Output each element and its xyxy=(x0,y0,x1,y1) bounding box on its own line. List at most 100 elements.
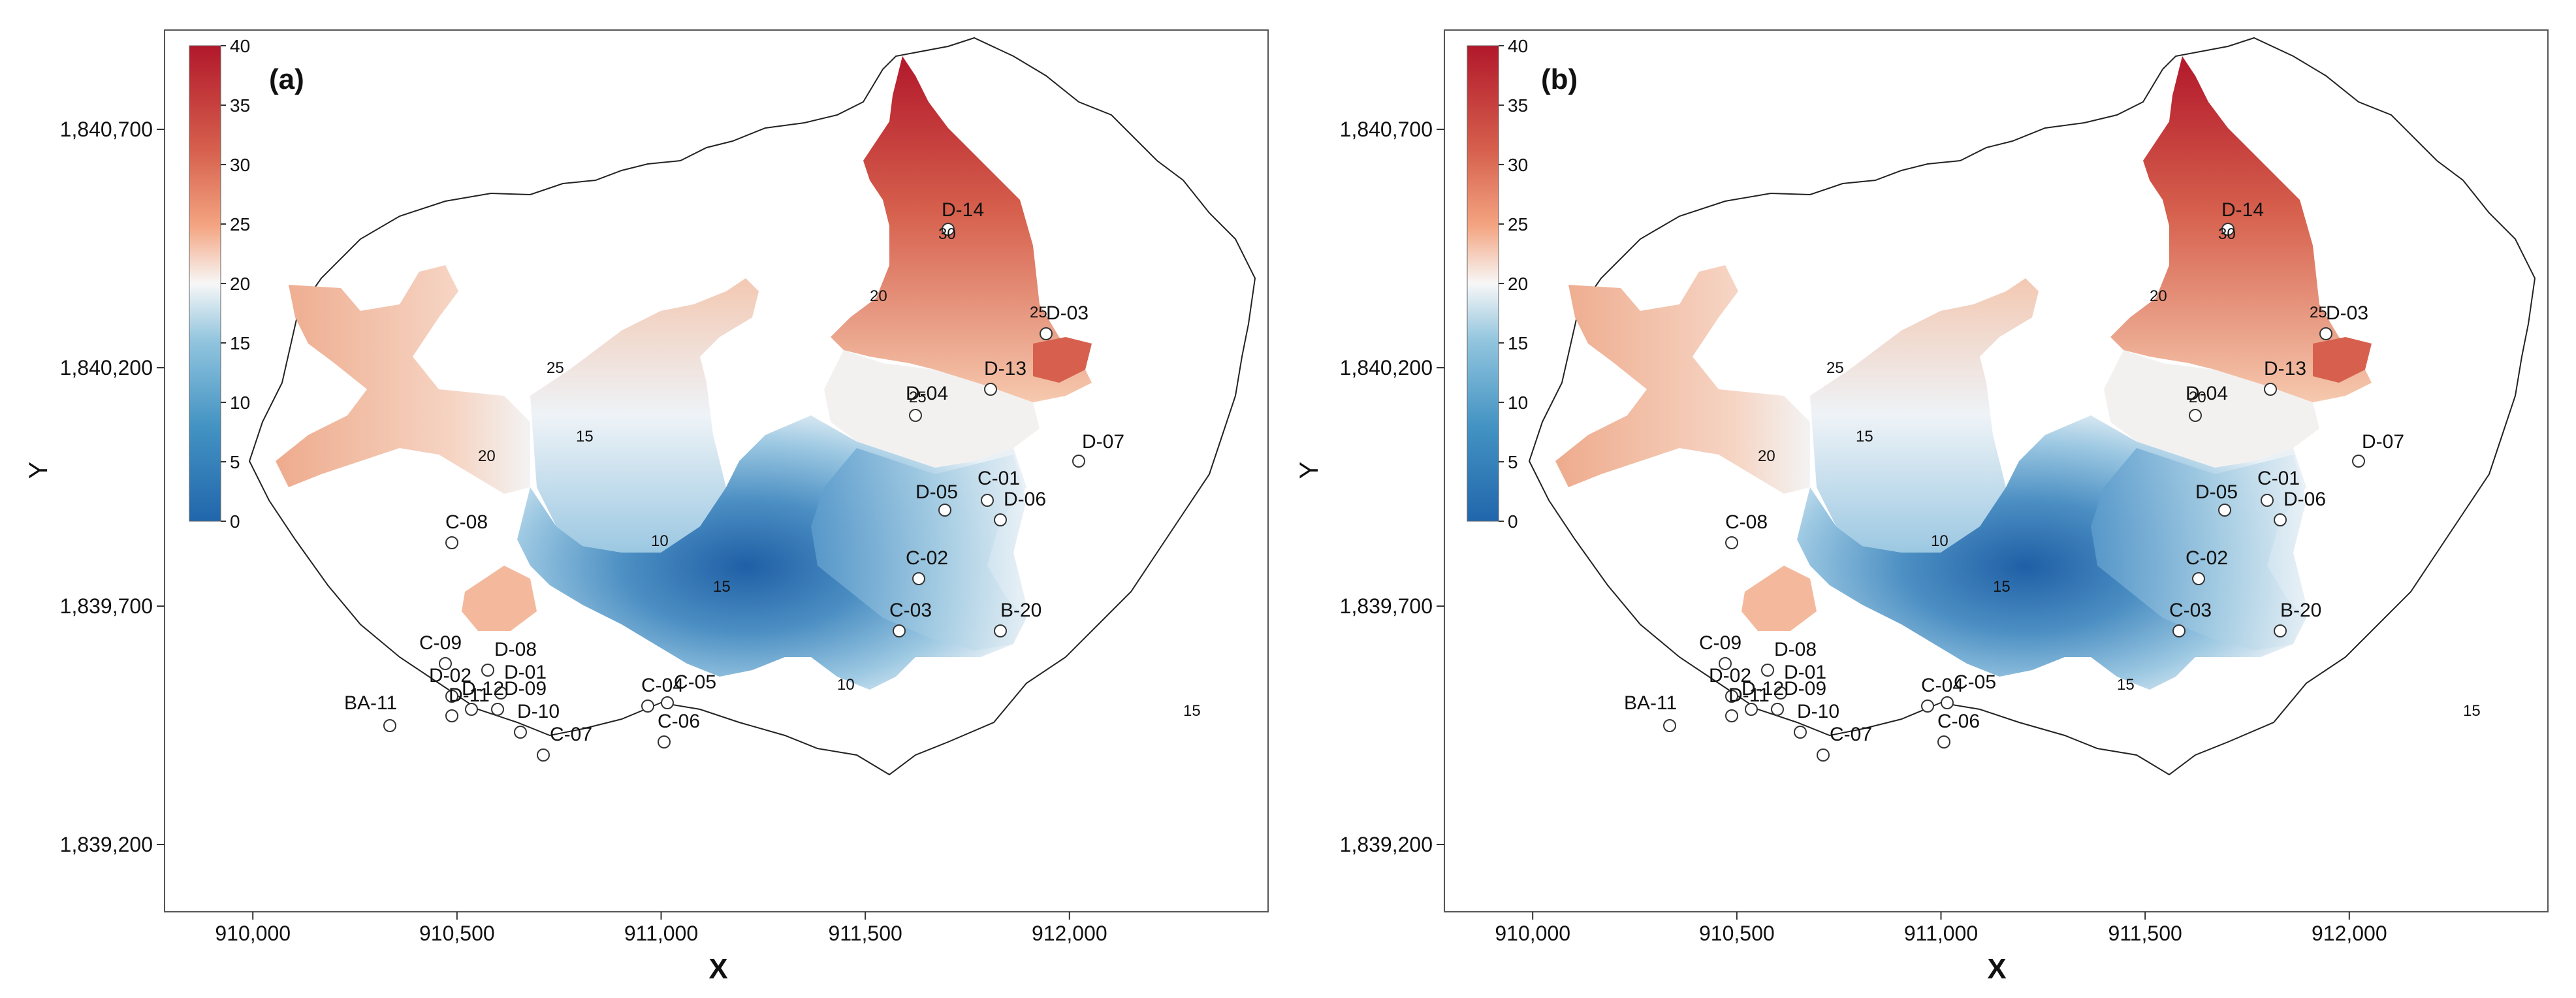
well-label: D-10 xyxy=(1797,701,1839,722)
well-marker xyxy=(641,700,654,713)
well-marker xyxy=(2172,624,2186,637)
well-label: C-01 xyxy=(2257,468,2300,489)
well-marker xyxy=(1941,696,1954,709)
well-marker xyxy=(1774,686,1787,700)
well-label: D-04 xyxy=(906,383,948,404)
panel-label: (b) xyxy=(1541,63,1578,95)
well-marker xyxy=(1663,719,1676,732)
well-marker xyxy=(2189,409,2202,422)
panel-b-axes: 910,000 910,500 911,000 911,500 912,000 1,84… xyxy=(1295,118,2387,985)
well-label: C-07 xyxy=(550,724,592,745)
x-tick-label: 911,000 xyxy=(1904,922,1978,945)
well-marker xyxy=(1725,690,1738,703)
y-tick-label: 1,839,700 xyxy=(1340,594,1433,618)
colorbar-ticks: 40 35 30 25 20 15 10 5 0 xyxy=(1499,36,1528,532)
colorbar-tick-label: 15 xyxy=(230,333,250,353)
well-label: C-04 xyxy=(1921,675,1964,696)
well-markers: D-14 D-03 D-13 D-04 D-07 D-05 C-01D-06 C-02 C-08… xyxy=(344,199,1124,762)
well-label: BA-11 xyxy=(1624,692,1677,714)
well-marker xyxy=(491,703,504,716)
well-label: BA-11 xyxy=(344,692,397,714)
well-marker xyxy=(2352,455,2365,468)
x-tick-label: 911,000 xyxy=(624,922,698,945)
well-marker xyxy=(445,690,458,703)
y-tick-label: 1,840,200 xyxy=(1340,356,1433,379)
well-marker xyxy=(2192,572,2205,585)
well-label: C-05 xyxy=(674,671,716,693)
contour-label: 15 xyxy=(1183,702,1201,720)
well-label: D-12 xyxy=(1741,678,1784,700)
contour-label: 15 xyxy=(713,578,731,596)
colorbar xyxy=(1467,45,1499,522)
well-marker xyxy=(909,409,922,422)
y-tick-label: 1,839,200 xyxy=(60,833,153,856)
contour-labels: 30 25 25 20 20 15 15 10 15 15 20 xyxy=(1758,225,2481,720)
well-marker xyxy=(994,624,1007,637)
colorbar-tick-label: 35 xyxy=(230,95,250,116)
well-marker xyxy=(984,383,997,396)
y-tick-label: 1,840,700 xyxy=(1340,118,1433,141)
well-label: C-06 xyxy=(1937,711,1980,732)
well-label: D-06 xyxy=(1004,489,1046,510)
well-marker xyxy=(661,696,674,709)
contour-label: 15 xyxy=(1856,428,1873,445)
well-label: D-07 xyxy=(2362,431,2404,453)
contour-label: 15 xyxy=(2117,676,2135,694)
contour-label: 20 xyxy=(478,447,496,465)
well-label: D-08 xyxy=(1774,639,1817,660)
contour-label: 10 xyxy=(651,532,669,550)
well-label: D-10 xyxy=(517,701,560,722)
well-marker xyxy=(383,719,396,732)
well-marker xyxy=(2319,327,2332,340)
well-label: D-04 xyxy=(2186,383,2228,404)
colorbar-tick-label: 35 xyxy=(1508,95,1528,116)
colorbar-ticks: 40 35 30 25 20 15 10 5 0 xyxy=(221,36,250,532)
panel-a: D-14 D-03 D-13 D-04 D-07 D-05 C-01D-06 C-02 C-08… xyxy=(164,29,1269,912)
well-marker xyxy=(942,223,955,236)
well-marker xyxy=(2261,494,2274,507)
well-marker xyxy=(994,513,1007,526)
well-marker xyxy=(445,536,458,549)
well-marker xyxy=(2274,513,2287,526)
contour-label: 20 xyxy=(1758,447,1775,465)
well-marker xyxy=(1725,709,1738,722)
well-marker xyxy=(893,624,906,637)
colorbar-tick-label: 5 xyxy=(230,452,240,472)
y-tick-label: 1,840,200 xyxy=(60,356,153,379)
well-marker xyxy=(1719,657,1732,670)
well-label: D-06 xyxy=(2283,489,2326,510)
panel-b: D-14 D-03 D-13 D-04 D-07 D-05 C-01D-06 C-02 C-08… xyxy=(1444,29,2549,912)
x-tick-label: 910,500 xyxy=(419,922,495,945)
contour-label: 15 xyxy=(576,428,594,445)
well-label: D-09 xyxy=(504,678,547,700)
well-label: D-03 xyxy=(1046,302,1089,324)
well-label: D-07 xyxy=(1082,431,1124,453)
well-marker xyxy=(2221,223,2234,236)
well-label: C-04 xyxy=(641,675,684,696)
well-label: D-14 xyxy=(2221,199,2264,221)
x-tick-label: 912,000 xyxy=(1032,922,1107,945)
well-label: D-03 xyxy=(2326,302,2368,324)
well-label: D-13 xyxy=(2264,358,2306,379)
contour-label: 25 xyxy=(1826,359,1844,377)
colorbar xyxy=(189,45,221,522)
contour-label: 20 xyxy=(2189,389,2206,406)
contour-label: 15 xyxy=(1993,578,2011,596)
contour-label: 20 xyxy=(2150,287,2167,305)
well-marker xyxy=(1937,735,1950,748)
well-marker xyxy=(981,494,994,507)
well-marker xyxy=(1761,664,1774,677)
well-label: D-01 xyxy=(1784,662,1826,683)
x-axis-ticks: 910,000 910,500 911,000 911,500 912,000 xyxy=(1495,912,2387,945)
panel-a-axes: 910,000 910,500 911,000 911,500 912,000 1,84… xyxy=(24,118,1107,985)
well-label: D-09 xyxy=(1784,678,1826,700)
well-marker xyxy=(1725,536,1738,549)
well-marker xyxy=(439,657,452,670)
well-marker xyxy=(2264,383,2277,396)
y-axis-ticks: 1,840,700 1,840,200 1,839,700 1,839,200 xyxy=(60,118,165,856)
well-marker xyxy=(514,726,527,739)
well-label: D-08 xyxy=(494,639,537,660)
well-label: D-11 xyxy=(449,684,490,706)
x-axis-title: X xyxy=(708,953,727,985)
contour-label: 25 xyxy=(547,359,564,377)
